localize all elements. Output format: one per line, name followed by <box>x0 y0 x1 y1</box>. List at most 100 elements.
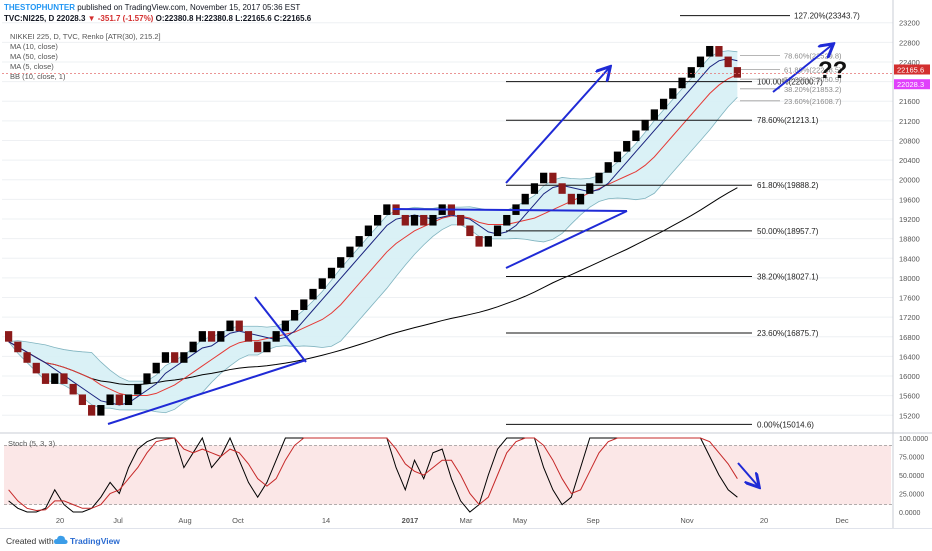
fib-minor-label-4: 23.60%(21608.7) <box>784 97 842 106</box>
renko-brick-0 <box>5 331 13 342</box>
renko-brick-62 <box>576 193 585 205</box>
renko-brick-38 <box>355 236 363 247</box>
trendline-support-2 <box>505 210 628 269</box>
renko-brick-69 <box>641 119 649 131</box>
time-tick-10: 20 <box>760 516 768 525</box>
time-tick-1: Jul <box>113 516 123 525</box>
indicator-ma5[interactable]: MA (5, close) <box>10 62 54 71</box>
renko-brick-21 <box>198 331 206 342</box>
stochastic-pane[interactable]: Stoch (5, 3, 3) 100.0000 75.0000 50.0000 25.… <box>0 432 932 517</box>
renko-brick-72 <box>669 88 677 99</box>
fibonacci-levels[interactable]: 100.00%(22000.7) 78.60%(21213.1) 61.80%(19… <box>506 12 860 430</box>
renko-brick-24 <box>226 320 234 332</box>
publish-line: THESTOPHUNTER published on TradingView.c… <box>4 3 300 12</box>
price-tick-9: 18800 <box>899 235 920 244</box>
renko-brick-7 <box>69 383 77 395</box>
price-tick-2: 16000 <box>899 372 920 381</box>
fib-minor-label-1: 61.80%(22248.5) <box>784 65 842 74</box>
fib-major-label-4: 38.20%(18027.1) <box>757 273 819 282</box>
renko-brick-37 <box>346 246 354 258</box>
renko-brick-12 <box>115 394 123 406</box>
renko-brick-76 <box>706 45 714 57</box>
footer-bar: Created with TradingView <box>0 528 932 551</box>
renko-brick-18 <box>171 352 179 363</box>
price-tick-8: 18400 <box>899 254 920 263</box>
renko-brick-46 <box>429 214 437 226</box>
price-tag-bg-0 <box>894 64 930 75</box>
price-tick-10: 19200 <box>899 215 920 224</box>
renko-brick-60 <box>558 183 566 194</box>
price-tag-0: 22165.6 <box>897 65 924 74</box>
renko-brick-27 <box>254 341 262 353</box>
ma50-line <box>8 187 738 386</box>
renko-brick-26 <box>244 331 253 342</box>
indicator-ma50[interactable]: MA (50, close) <box>10 52 58 61</box>
price-tick-15: 21200 <box>899 117 920 126</box>
renko-brick-5 <box>51 373 59 384</box>
renko-brick-64 <box>595 172 603 184</box>
fib-major-label-5: 23.60%(16875.7) <box>757 329 819 338</box>
price-tag-1: 22028.3 <box>897 80 924 89</box>
last-price: 22028.3 <box>56 14 86 23</box>
fib-major-label-1: 78.60%(21213.1) <box>757 116 819 125</box>
renko-brick-11 <box>106 394 114 406</box>
price-tick-6: 17600 <box>899 294 920 303</box>
renko-bricks[interactable] <box>5 45 741 416</box>
fib-major-label-0: 100.00%(22000.7) <box>757 78 823 87</box>
author-name[interactable]: THESTOPHUNTER <box>4 3 75 12</box>
symbol-label[interactable]: TVC:NI225, D <box>4 14 55 23</box>
question-marks: ?? <box>818 57 847 84</box>
stoch-tick-2: 50.0000 <box>899 473 924 480</box>
bollinger-bands <box>8 50 738 414</box>
renko-brick-8 <box>78 394 87 406</box>
renko-brick-39 <box>364 225 372 237</box>
created-with-label: Created with <box>6 536 54 546</box>
renko-brick-25 <box>235 320 243 332</box>
indicator-ma10[interactable]: MA (10, close) <box>10 42 58 51</box>
renko-brick-51 <box>475 236 483 247</box>
renko-brick-3 <box>32 362 40 374</box>
renko-brick-50 <box>466 225 474 237</box>
renko-brick-23 <box>217 331 225 342</box>
renko-brick-14 <box>134 383 142 395</box>
price-tick-0: 15200 <box>899 411 920 420</box>
time-tick-8: Sep <box>586 516 599 525</box>
renko-chart[interactable]: 100.00%(22000.7) 78.60%(21213.1) 61.80%(19… <box>0 0 932 528</box>
renko-brick-15 <box>143 373 151 384</box>
price-tick-18: 22400 <box>899 58 920 67</box>
renko-brick-59 <box>549 172 557 184</box>
time-axis[interactable]: 20 Jul Aug Oct 14 2017 Mar May Sep Nov 20 Dec <box>56 516 849 525</box>
renko-brick-6 <box>60 373 68 384</box>
renko-brick-68 <box>632 130 640 142</box>
renko-brick-78 <box>724 56 732 68</box>
fib-minor-label-0: 78.60%(22529.8) <box>784 52 842 61</box>
price-axis[interactable]: 15200 15600 16000 16400 16800 17200 17600 18000… <box>2 0 930 528</box>
renko-brick-36 <box>337 257 345 268</box>
renko-brick-13 <box>124 394 133 406</box>
renko-brick-77 <box>715 46 723 57</box>
stoch-tick-1: 75.0000 <box>899 455 924 462</box>
price-tick-7: 18000 <box>899 274 920 283</box>
arrow-up-large <box>505 68 609 184</box>
arrow-down-stoch <box>737 462 758 486</box>
indicator-renko[interactable]: NIKKEI 225, D, TVC, Renko [ATR(30), 215.… <box>10 32 161 41</box>
renko-brick-32 <box>300 299 308 310</box>
tradingview-brand[interactable]: TradingView <box>70 536 120 546</box>
trend-drawings[interactable]: ?? <box>107 45 847 425</box>
time-tick-0: 20 <box>56 516 64 525</box>
renko-brick-58 <box>540 172 548 184</box>
renko-brick-40 <box>374 214 382 226</box>
time-tick-11: Dec <box>835 516 849 525</box>
renko-brick-52 <box>484 236 492 247</box>
symbol-line: TVC:NI225, D 22028.3 ▼ -351.7 (-1.57%) O… <box>4 14 311 23</box>
price-tick-11: 19600 <box>899 195 920 204</box>
trendline-support-1 <box>107 359 307 425</box>
renko-brick-67 <box>623 141 631 152</box>
fib-major-label-3: 50.00%(18957.7) <box>757 227 819 236</box>
indicator-bb[interactable]: BB (10, close, 1) <box>10 72 66 81</box>
renko-brick-20 <box>189 341 197 353</box>
renko-brick-33 <box>309 288 317 300</box>
renko-brick-1 <box>14 341 22 353</box>
fib-major-label-6: 0.00%(15014.6) <box>757 420 814 429</box>
trendline-down-1 <box>254 296 307 363</box>
